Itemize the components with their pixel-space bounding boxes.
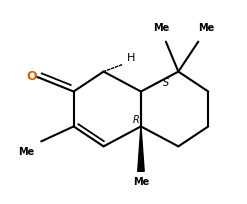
Text: Me: Me <box>153 23 169 32</box>
Text: H: H <box>127 52 135 62</box>
Text: R: R <box>133 114 139 124</box>
Text: O: O <box>26 70 37 82</box>
Text: Me: Me <box>133 176 149 186</box>
Text: S: S <box>163 77 169 87</box>
Text: Me: Me <box>18 147 34 157</box>
Text: Me: Me <box>198 23 214 32</box>
Polygon shape <box>138 127 144 172</box>
